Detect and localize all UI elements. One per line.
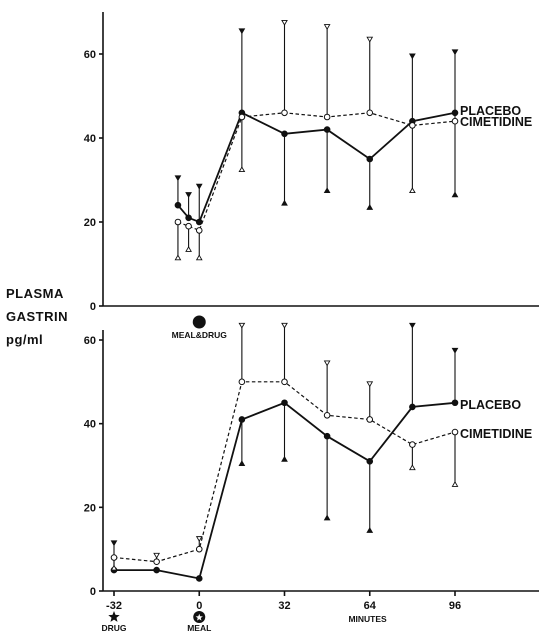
bottom-y-tick-label: 40	[84, 419, 96, 431]
bottom-cimetidine-point	[409, 441, 416, 448]
top-y-tick-label: 60	[84, 49, 96, 61]
bottom-x-tick-label: 0	[196, 600, 202, 612]
top-placebo-error-cap	[195, 183, 203, 190]
top-placebo-error-cap	[174, 175, 182, 182]
bottom-placebo-error-cap	[238, 460, 246, 466]
top-placebo-error-cap	[451, 49, 459, 56]
bottom-cimetidine-point	[153, 558, 160, 566]
top-cimetidine-point	[185, 222, 192, 230]
bottom-cimetidine-error-cap	[366, 381, 374, 388]
bottom-x-axis-title: MINUTES	[348, 614, 387, 624]
bottom-x-tick-label: -32	[106, 600, 122, 612]
bottom-placebo-label: PLACEBO	[460, 398, 521, 412]
y-axis-label-line2: GASTRIN	[6, 309, 68, 324]
top-placebo-point	[323, 126, 331, 133]
bottom-placebo-error-cap	[110, 540, 118, 547]
drug-label: DRUG	[101, 623, 126, 633]
top-cimetidine-point	[409, 122, 416, 129]
bottom-cimetidine-error-cap	[153, 552, 161, 559]
top-placebo-error-cap	[185, 192, 192, 198]
bottom-cimetidine-error-cap	[408, 464, 416, 471]
top-placebo-point	[281, 130, 288, 138]
bottom-panel: 0 20 40 60 -32 0 32 64 96 PLACEBO CIMETIDINE MINUTE…	[84, 322, 539, 633]
top-placebo-error-cap	[366, 204, 374, 210]
meal-star-icon	[195, 613, 203, 621]
top-placebo-error-cap	[281, 199, 288, 206]
top-cimetidine-point	[195, 227, 203, 234]
top-placebo-point	[174, 201, 182, 209]
top-cimetidine-error-cap	[238, 166, 246, 173]
top-cimetidine-point	[238, 113, 246, 121]
top-cimetidine-error-cap	[408, 187, 416, 194]
top-cimetidine-error-cap	[281, 19, 288, 26]
top-y-tick-label: 0	[90, 301, 96, 313]
bottom-cimetidine-point	[238, 378, 246, 386]
bottom-x-tick-label: 32	[278, 600, 290, 612]
bottom-cimetidine-error-cap	[110, 564, 118, 571]
top-placebo-error-cap	[323, 187, 331, 194]
bottom-cimetidine-error-cap	[195, 536, 203, 543]
bottom-x-tick-label: 64	[364, 600, 377, 612]
bottom-cimetidine-point	[195, 545, 203, 553]
bottom-cimetidine-point	[281, 378, 288, 386]
bottom-cimetidine-error-cap	[451, 481, 459, 487]
bottom-placebo-error-cap	[366, 527, 374, 533]
bottom-placebo-error-cap	[323, 514, 331, 521]
bottom-placebo-point	[238, 416, 246, 423]
bottom-cimetidine-point	[451, 428, 459, 436]
top-cimetidine-error-cap	[323, 24, 331, 30]
bottom-placebo-error-cap	[408, 322, 416, 329]
bottom-placebo-point	[451, 399, 459, 407]
meal-drug-marker-icon	[192, 315, 206, 329]
bottom-y-tick-label: 20	[84, 502, 96, 514]
bottom-cimetidine-point	[323, 412, 331, 419]
bottom-placebo-point	[366, 458, 374, 465]
top-placebo-point	[185, 214, 192, 222]
top-placebo-error-cap	[408, 53, 416, 60]
bottom-x-tick-label: 96	[449, 600, 461, 612]
bottom-cimetidine-point	[366, 416, 374, 423]
top-cimetidine-error-cap	[195, 254, 203, 261]
top-cimetidine-label: CIMETIDINE	[460, 115, 532, 129]
top-placebo-line	[177, 111, 456, 224]
top-cimetidine-point	[451, 117, 459, 125]
top-cimetidine-point	[323, 113, 331, 121]
top-cimetidine-error-cap	[174, 254, 182, 261]
top-cimetidine-point	[281, 109, 288, 117]
meal-label: MEAL	[187, 623, 211, 633]
bottom-placebo-point	[409, 403, 416, 411]
top-placebo-point	[366, 155, 374, 163]
bottom-placebo-error-cap	[281, 455, 288, 462]
bottom-placebo-point	[195, 575, 203, 582]
top-placebo-error-cap	[451, 191, 459, 198]
top-placebo-point	[195, 218, 203, 226]
bottom-cimetidine-label: CIMETIDINE	[460, 427, 532, 441]
drug-star-icon	[108, 611, 120, 622]
bottom-cimetidine-error-cap	[323, 360, 331, 367]
bottom-cimetidine-error-cap	[238, 322, 246, 329]
y-axis-label-line3: pg/ml	[6, 332, 44, 347]
bottom-y-tick-label: 60	[84, 335, 96, 347]
bottom-placebo-point	[153, 566, 160, 574]
top-cimetidine-error-cap	[366, 36, 374, 43]
top-y-tick-label: 20	[84, 217, 96, 229]
bottom-y-tick-label: 0	[90, 586, 96, 598]
top-placebo-label: PLACEBO	[460, 104, 521, 118]
top-y-tick-label: 40	[84, 133, 96, 145]
bottom-cimetidine-error-cap	[281, 322, 288, 329]
top-placebo-error-cap	[238, 28, 246, 35]
bottom-placebo-point	[281, 399, 288, 407]
top-cimetidine-point	[366, 109, 374, 117]
top-cimetidine-point	[174, 218, 182, 226]
bottom-placebo-error-cap	[451, 347, 459, 354]
top-cimetidine-error-cap	[185, 246, 192, 252]
meal-drug-label: MEAL&DRUG	[172, 330, 228, 340]
bottom-cimetidine-point	[110, 554, 118, 561]
y-axis-label-line1: PLASMA	[6, 286, 64, 301]
top-placebo-point	[451, 109, 459, 117]
bottom-placebo-point	[323, 432, 331, 440]
